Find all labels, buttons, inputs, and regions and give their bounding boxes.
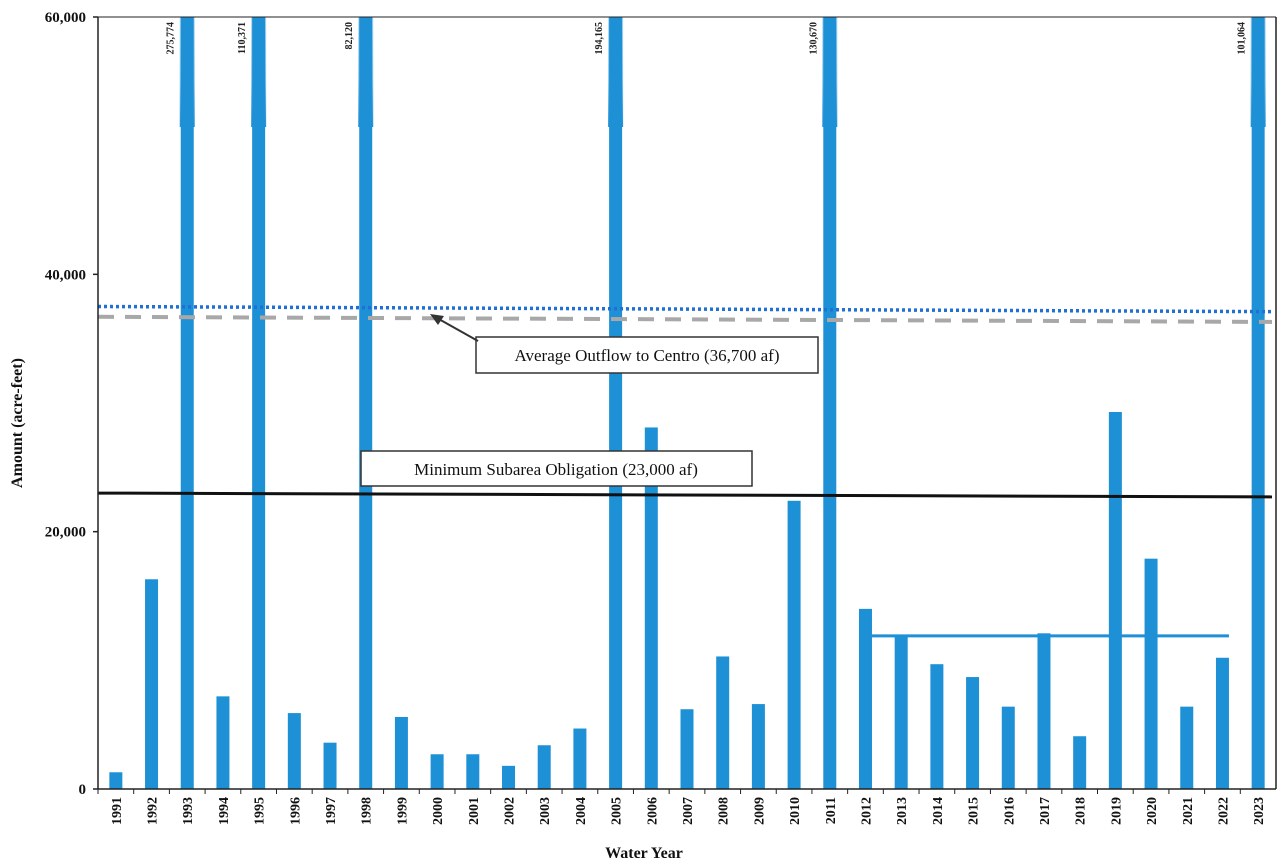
bar-1995 xyxy=(252,17,266,789)
bar-2006 xyxy=(644,427,658,789)
y-tick-label: 60,000 xyxy=(45,10,86,26)
bar-break-2011 xyxy=(822,17,838,127)
x-tick-label-2019: 2019 xyxy=(1109,797,1124,825)
x-tick-label-1999: 1999 xyxy=(395,797,410,825)
bar-2003 xyxy=(537,745,551,789)
x-tick-label-2008: 2008 xyxy=(717,797,732,825)
bar-2015 xyxy=(966,677,980,789)
reference-lines-group xyxy=(97,304,1273,638)
x-tick-label-2014: 2014 xyxy=(931,797,946,825)
bar-2019 xyxy=(1108,412,1122,789)
bar-value-label-1993: 275,774 xyxy=(166,22,177,55)
x-tick-label-2003: 2003 xyxy=(538,797,553,825)
bar-2004 xyxy=(573,728,587,789)
x-tick-label-2006: 2006 xyxy=(645,797,660,825)
callout-arrow-line xyxy=(436,317,479,342)
bar-1996 xyxy=(287,713,301,789)
y-tick-label: 20,000 xyxy=(45,525,86,541)
callout-box-minimum-obligation xyxy=(360,450,753,487)
y-axis-title: Amount (acre-feet) xyxy=(9,358,26,488)
bar-1992 xyxy=(145,579,159,789)
bar-value-label-1998: 82,120 xyxy=(344,22,355,50)
x-tick-label-2004: 2004 xyxy=(574,797,589,825)
bar-break-2023 xyxy=(1250,17,1266,127)
bar-2010 xyxy=(787,500,801,789)
y-tick-label: 0 xyxy=(79,782,87,798)
x-tick-label-1995: 1995 xyxy=(253,797,268,825)
bar-break-1993 xyxy=(179,17,195,127)
callouts-group: Average Outflow to Centro (36,700 af) Min… xyxy=(360,314,819,487)
x-tick-label-2010: 2010 xyxy=(788,797,803,825)
bar-2020 xyxy=(1144,558,1158,789)
x-tick-label-2013: 2013 xyxy=(895,797,910,825)
x-tick-label-2000: 2000 xyxy=(431,797,446,825)
bar-2023 xyxy=(1251,17,1265,789)
bar-1997 xyxy=(323,742,337,789)
bar-break-1998 xyxy=(358,17,374,127)
bar-2011 xyxy=(823,17,837,789)
callout-label-minimum-obligation: Minimum Subarea Obligation (23,000 af) xyxy=(414,460,698,479)
reference-line-dashed xyxy=(97,314,1273,324)
bars-group xyxy=(109,17,1266,789)
x-tick-label-2002: 2002 xyxy=(503,797,518,825)
x-tick-label-2020: 2020 xyxy=(1145,797,1160,825)
x-tick-label-2011: 2011 xyxy=(824,797,839,824)
x-tick-label-2023: 2023 xyxy=(1252,797,1267,825)
x-tick-label-2007: 2007 xyxy=(681,797,696,825)
bar-2007 xyxy=(680,709,694,789)
callout-arrowhead xyxy=(430,314,444,325)
x-tick-label-1992: 1992 xyxy=(146,797,161,825)
x-tick-label-2015: 2015 xyxy=(967,797,982,825)
bar-2001 xyxy=(466,754,480,789)
bar-value-label-2005: 194,165 xyxy=(594,22,605,55)
bar-2022 xyxy=(1215,657,1229,789)
bar-2008 xyxy=(716,656,730,789)
x-tick-label-2021: 2021 xyxy=(1181,797,1196,825)
bar-2014 xyxy=(930,664,944,789)
x-tick-label-2016: 2016 xyxy=(1002,797,1017,825)
bar-value-label-1995: 110,371 xyxy=(237,22,248,54)
bar-2012 xyxy=(858,608,872,789)
bar-2013 xyxy=(894,634,908,789)
bar-2000 xyxy=(430,754,444,789)
callout-label-average-outflow: Average Outflow to Centro (36,700 af) xyxy=(515,346,780,365)
labels-group: 275,774 110,371 82,120 194,165 130,670 101,06… xyxy=(9,10,1267,862)
bar-2009 xyxy=(751,704,765,789)
x-tick-label-2022: 2022 xyxy=(1216,797,1231,825)
x-tick-label-2005: 2005 xyxy=(610,797,625,825)
bar-break-1995 xyxy=(251,17,267,127)
x-tick-label-1997: 1997 xyxy=(324,797,339,825)
x-tick-label-2012: 2012 xyxy=(859,797,874,825)
bar-value-label-2023: 101,064 xyxy=(1237,22,1248,55)
bar-2002 xyxy=(502,765,516,789)
reference-line-solid xyxy=(97,491,1273,499)
x-tick-label-1991: 1991 xyxy=(110,797,125,825)
x-tick-label-1994: 1994 xyxy=(217,797,232,825)
x-tick-label-2018: 2018 xyxy=(1074,797,1089,825)
bar-2017 xyxy=(1037,633,1051,789)
y-tick-label: 40,000 xyxy=(45,267,86,283)
bar-1994 xyxy=(216,696,230,789)
bar-2021 xyxy=(1180,706,1194,789)
x-tick-label-2017: 2017 xyxy=(1038,797,1053,825)
bar-value-label-2011: 130,670 xyxy=(808,22,819,55)
reference-line-dotted xyxy=(97,304,1273,314)
x-tick-label-1996: 1996 xyxy=(288,797,303,825)
bar-1991 xyxy=(109,772,123,789)
axes-group xyxy=(93,16,1277,794)
bar-1993 xyxy=(180,17,194,789)
x-tick-label-1998: 1998 xyxy=(360,797,375,825)
callout-box-average-outflow xyxy=(475,336,819,374)
x-tick-label-2001: 2001 xyxy=(467,797,482,825)
x-tick-label-2009: 2009 xyxy=(752,797,767,825)
bar-1999 xyxy=(394,716,408,789)
bar-2018 xyxy=(1073,736,1087,789)
x-tick-label-1993: 1993 xyxy=(181,797,196,825)
x-axis-title: Water Year xyxy=(605,845,683,862)
bar-2016 xyxy=(1001,706,1015,789)
bar-2005 xyxy=(609,17,623,789)
bar-1998 xyxy=(359,17,373,789)
bar-break-2005 xyxy=(608,17,624,127)
